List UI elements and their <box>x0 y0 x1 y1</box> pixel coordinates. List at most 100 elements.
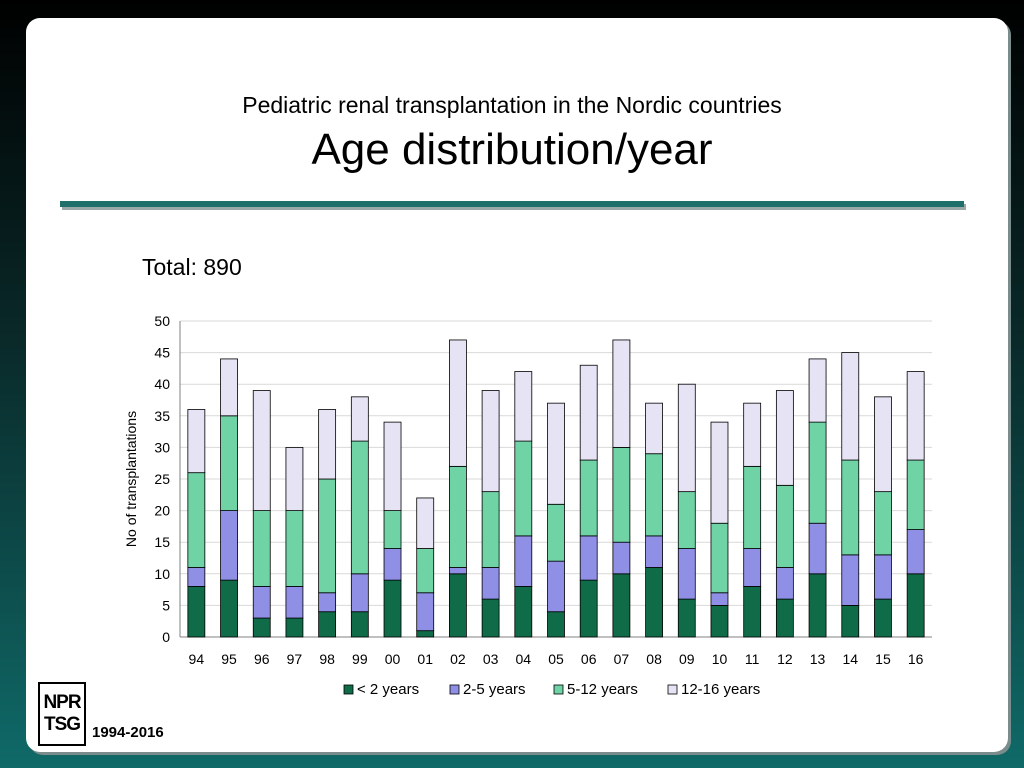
bar-segment <box>383 510 402 549</box>
bar-segment <box>906 529 925 575</box>
bar-segment <box>579 364 598 461</box>
x-tick-label: 07 <box>614 651 630 667</box>
bar-segment <box>808 421 827 524</box>
bar-segment <box>285 510 304 587</box>
bar-segment <box>906 459 925 530</box>
bar-segment <box>677 598 696 638</box>
total-label: Total: 890 <box>142 254 242 280</box>
slide-title: Age distribution/year <box>311 125 713 174</box>
x-tick-label: 01 <box>417 651 433 667</box>
bar-segment <box>350 573 369 613</box>
bar-segment <box>841 554 860 606</box>
bar-segment <box>775 567 794 600</box>
bar-segment <box>383 421 402 512</box>
x-tick-label: 03 <box>483 651 499 667</box>
bar-segment <box>710 604 729 638</box>
bar-segment <box>449 573 467 638</box>
bar-segment <box>547 560 565 613</box>
bar-segment <box>677 548 696 600</box>
bar-segment <box>612 339 631 448</box>
bar-segment <box>579 459 598 537</box>
legend-swatch <box>343 684 354 695</box>
bar-segment <box>514 371 533 442</box>
bar-segment <box>775 484 794 568</box>
bar-segment <box>187 586 206 638</box>
bar-segment <box>906 573 925 638</box>
bar-segment <box>775 598 794 638</box>
bar-segment <box>645 567 663 638</box>
bar-segment <box>743 402 762 467</box>
bar-segment <box>252 390 271 511</box>
x-tick-label: 08 <box>646 651 662 667</box>
x-tick-label: 98 <box>319 651 335 667</box>
bar-segment <box>645 535 663 568</box>
bar-segment <box>481 390 500 493</box>
bar-segment <box>416 548 435 594</box>
bar-segment <box>252 617 271 638</box>
bar-segment <box>350 440 369 575</box>
bar-segment <box>187 409 206 474</box>
bar-segment <box>710 592 729 606</box>
legend-swatch <box>449 684 460 695</box>
slide: Pediatric renal transplantation in the N… <box>26 18 1008 752</box>
x-tick-label: 94 <box>189 651 205 667</box>
bar-segment <box>874 396 892 493</box>
x-tick-label: 06 <box>581 651 597 667</box>
y-tick-label: 5 <box>162 597 170 613</box>
bar-segment <box>449 567 467 575</box>
bar-segment <box>547 503 565 562</box>
years-label: 1994-2016 <box>92 724 164 741</box>
bar-segment <box>416 497 435 549</box>
bar-segment <box>841 352 860 461</box>
bar-segment <box>645 402 663 455</box>
bar-segment <box>743 548 762 587</box>
y-tick-label: 35 <box>154 408 170 424</box>
bar-segment <box>710 522 729 594</box>
x-tick-label: 95 <box>221 651 237 667</box>
bar-segment <box>874 491 892 556</box>
bar-segment <box>710 421 729 524</box>
x-tick-label: 09 <box>679 651 695 667</box>
bar-segment <box>350 611 369 638</box>
x-tick-label: 05 <box>548 651 564 667</box>
bar-segment <box>841 604 860 638</box>
bar-segment <box>612 573 631 638</box>
bar-segment <box>220 415 238 512</box>
x-tick-label: 97 <box>287 651 303 667</box>
bar-segment <box>743 465 762 549</box>
bar-segment <box>318 478 337 594</box>
legend-swatch <box>553 684 564 695</box>
bar-segment <box>416 630 435 638</box>
x-tick-label: 04 <box>516 651 532 667</box>
y-tick-label: 50 <box>154 313 170 329</box>
bar-segment <box>514 440 533 537</box>
bar-segment <box>579 535 598 581</box>
logo-line-1: NPR <box>43 692 81 713</box>
bar-segment <box>481 491 500 568</box>
bar-segment <box>416 592 435 632</box>
bar-segment <box>808 573 827 638</box>
bar-segment <box>841 459 860 556</box>
bar-segment <box>612 446 631 543</box>
x-tick-label: 11 <box>745 651 760 667</box>
bar-segment <box>677 491 696 549</box>
legend-label: 5-12 years <box>567 681 638 698</box>
legend-label: < 2 years <box>357 681 419 698</box>
legend-swatch <box>667 684 678 695</box>
bar-segment <box>481 598 500 638</box>
bar-segment <box>874 598 892 638</box>
bar-segment <box>449 465 467 568</box>
y-tick-label: 40 <box>154 376 170 392</box>
y-tick-label: 45 <box>154 345 170 361</box>
bar-segment <box>449 339 467 467</box>
bar-segment <box>579 579 598 638</box>
bar-segment <box>285 586 304 619</box>
x-tick-label: 96 <box>254 651 270 667</box>
x-tick-label: 12 <box>777 651 793 667</box>
bar-segment <box>220 358 238 417</box>
x-tick-label: 15 <box>875 651 891 667</box>
bar-segment <box>252 586 271 619</box>
x-tick-label: 99 <box>352 651 368 667</box>
bar-segment <box>252 510 271 587</box>
